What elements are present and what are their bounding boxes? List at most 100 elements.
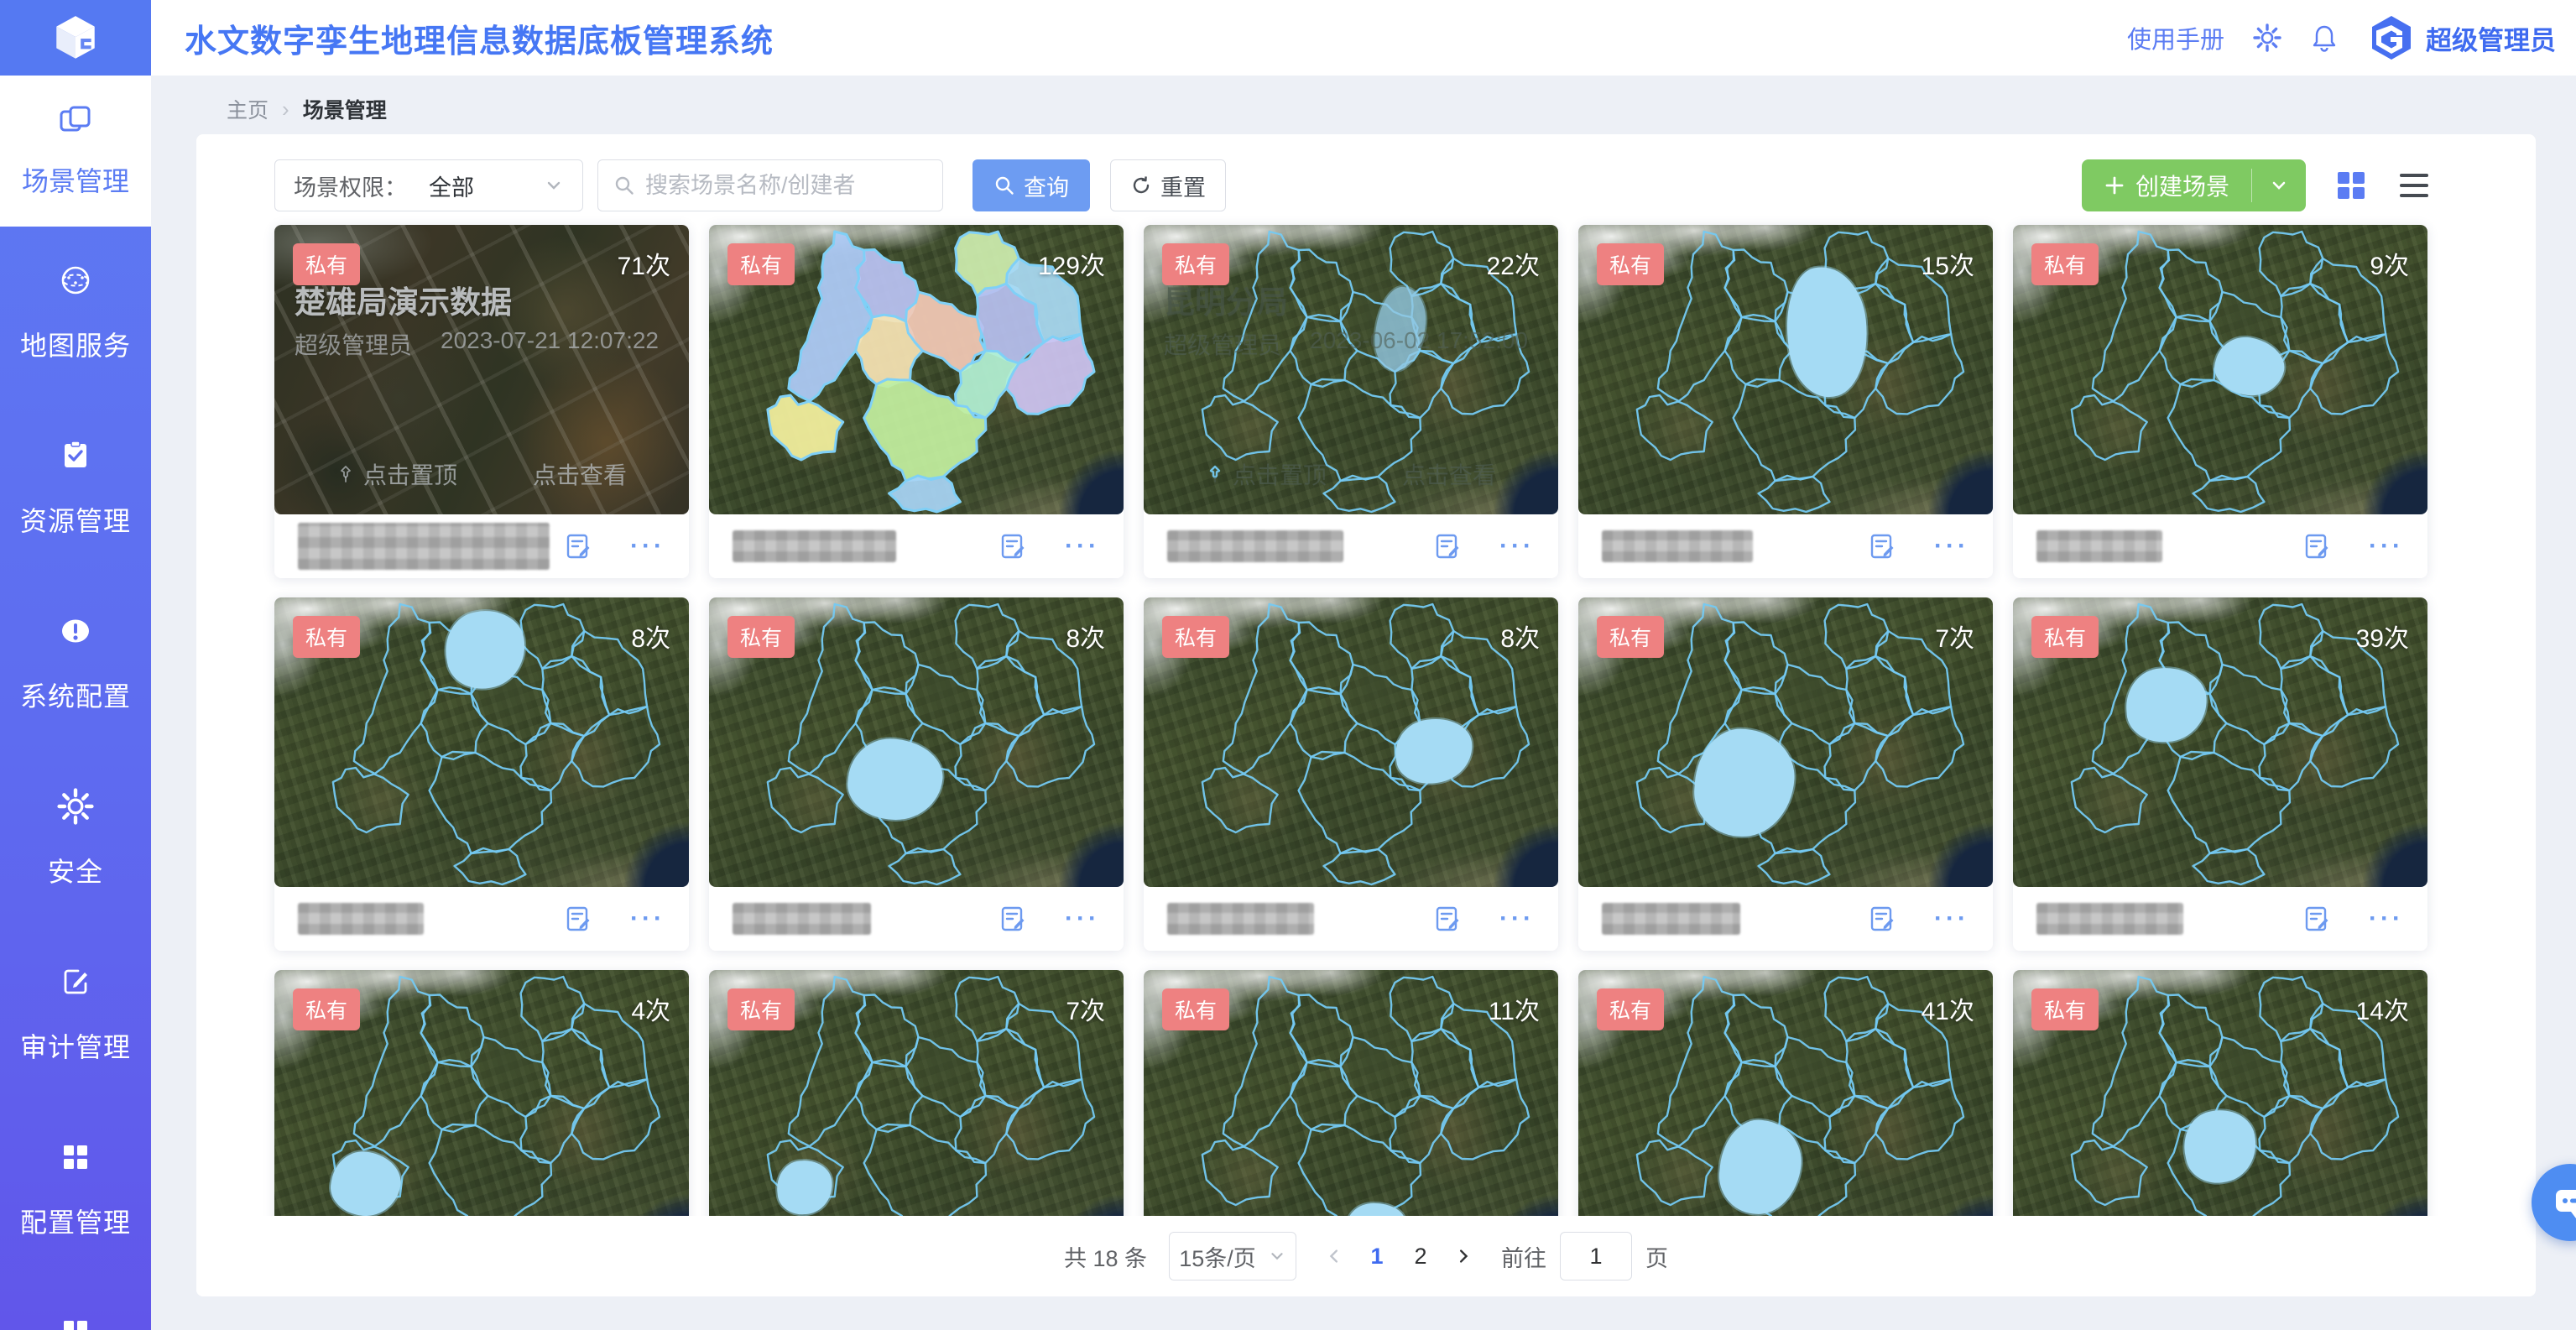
edit-icon[interactable] bbox=[1432, 531, 1463, 561]
gear-icon bbox=[57, 788, 94, 829]
permission-select[interactable]: 场景权限： 全部 bbox=[274, 159, 583, 211]
user-menu[interactable]: 超级管理员 bbox=[2367, 13, 2556, 62]
edit-icon[interactable] bbox=[1867, 531, 1897, 561]
list-view-icon[interactable] bbox=[2400, 174, 2428, 197]
sidebar-item-3[interactable]: 安全 bbox=[48, 788, 103, 889]
app-logo[interactable] bbox=[0, 0, 151, 76]
more-icon[interactable]: ··· bbox=[2369, 905, 2404, 932]
scene-thumbnail[interactable]: 昆明分局 超级管理员 2023-06-02 17:52:00 点击置顶 点击查看 bbox=[1144, 225, 1558, 514]
sidebar-item-2[interactable]: 系统配置 bbox=[20, 613, 131, 714]
create-scene-dropdown[interactable] bbox=[2252, 175, 2306, 196]
scene-card[interactable]: 私有 15次 ··· bbox=[1578, 225, 1993, 578]
username: 超级管理员 bbox=[2426, 25, 2556, 55]
pin-action[interactable]: 点击置顶 bbox=[1206, 457, 1327, 491]
sidebar-item-0[interactable]: 地图服务 bbox=[20, 262, 131, 363]
edit-icon[interactable] bbox=[1867, 904, 1897, 934]
scene-name-censored bbox=[1602, 530, 1753, 562]
goto-label: 前往 bbox=[1501, 1245, 1547, 1271]
scene-thumbnail[interactable]: 私有 129次 bbox=[709, 225, 1124, 514]
clipboard-check-icon bbox=[57, 437, 94, 478]
scene-name-censored bbox=[733, 530, 896, 562]
grid-view-icon[interactable] bbox=[2338, 172, 2365, 199]
scene-card[interactable]: 楚雄局演示数据 超级管理员 2023-07-21 12:07:22 点击置顶 点… bbox=[274, 225, 689, 578]
pin-icon bbox=[341, 466, 351, 482]
page-number-1[interactable]: 1 bbox=[1370, 1243, 1384, 1269]
card-footer: ··· bbox=[1578, 887, 1993, 951]
scene-thumbnail[interactable]: 私有 8次 bbox=[274, 597, 689, 887]
query-button[interactable]: 查询 bbox=[973, 159, 1090, 211]
prev-page-icon[interactable] bbox=[1318, 1247, 1352, 1265]
permission-label: 场景权限： bbox=[294, 175, 407, 201]
scene-card[interactable]: 私有 8次 ··· bbox=[709, 597, 1124, 951]
more-icon[interactable]: ··· bbox=[1499, 532, 1535, 560]
pin-icon bbox=[1209, 465, 1221, 482]
chat-fab-button[interactable] bbox=[2532, 1164, 2576, 1241]
scene-card-grid: 楚雄局演示数据 超级管理员 2023-07-21 12:07:22 点击置顶 点… bbox=[274, 225, 2448, 1296]
breadcrumb-home[interactable]: 主页 bbox=[227, 99, 269, 123]
scene-thumbnail[interactable]: 私有 7次 bbox=[709, 970, 1124, 1260]
scene-timestamp: 2023-07-21 12:07:22 bbox=[441, 327, 659, 353]
scene-thumbnail[interactable]: 私有 7次 bbox=[1578, 597, 1993, 887]
privacy-badge: 私有 bbox=[2031, 616, 2099, 658]
view-count: 8次 bbox=[1066, 625, 1105, 653]
scene-card[interactable]: 私有 7次 ··· bbox=[1578, 597, 1993, 951]
more-icon[interactable]: ··· bbox=[1934, 905, 1969, 932]
breadcrumb: 主页 › 场景管理 bbox=[227, 94, 387, 124]
scene-thumbnail[interactable]: 私有 41次 bbox=[1578, 970, 1993, 1260]
reset-button[interactable]: 重置 bbox=[1110, 159, 1226, 211]
edit-icon[interactable] bbox=[2302, 904, 2332, 934]
more-icon[interactable]: ··· bbox=[1065, 532, 1100, 560]
scene-thumbnail[interactable]: 私有 8次 bbox=[1144, 597, 1558, 887]
edit-icon[interactable] bbox=[998, 904, 1028, 934]
scene-thumbnail[interactable]: 私有 11次 bbox=[1144, 970, 1558, 1260]
goto-page-input[interactable] bbox=[1560, 1232, 1633, 1280]
scene-card[interactable]: 私有 8次 ··· bbox=[1144, 597, 1558, 951]
manual-link[interactable]: 使用手册 bbox=[2126, 27, 2224, 54]
scene-name-censored bbox=[1167, 530, 1343, 562]
edit-square-icon bbox=[57, 963, 94, 1004]
scene-title-overlay: 昆明分局 bbox=[1164, 285, 1288, 320]
card-footer: ··· bbox=[274, 514, 689, 578]
scene-thumbnail[interactable]: 私有 14次 bbox=[2013, 970, 2427, 1260]
edit-icon[interactable] bbox=[2302, 531, 2332, 561]
scene-card[interactable]: 私有 129次 ··· bbox=[709, 225, 1124, 578]
edit-icon[interactable] bbox=[998, 531, 1028, 561]
view-action[interactable]: 点击查看 bbox=[1402, 462, 1497, 488]
more-icon[interactable]: ··· bbox=[630, 532, 665, 560]
scene-thumbnail[interactable]: 私有 8次 bbox=[709, 597, 1124, 887]
scene-thumbnail[interactable]: 楚雄局演示数据 超级管理员 2023-07-21 12:07:22 点击置顶 点… bbox=[274, 225, 689, 514]
scene-card[interactable]: 昆明分局 超级管理员 2023-06-02 17:52:00 点击置顶 点击查看 bbox=[1144, 225, 1558, 578]
next-page-icon[interactable] bbox=[1446, 1247, 1479, 1265]
privacy-badge: 私有 bbox=[727, 988, 795, 1030]
scene-card[interactable]: 私有 39次 ··· bbox=[2013, 597, 2427, 951]
edit-icon[interactable] bbox=[1432, 904, 1463, 934]
scene-thumbnail[interactable]: 私有 15次 bbox=[1578, 225, 1993, 514]
scene-card[interactable]: 私有 8次 ··· bbox=[274, 597, 689, 951]
gear-icon[interactable] bbox=[2253, 23, 2281, 52]
more-icon[interactable]: ··· bbox=[1065, 905, 1100, 932]
edit-icon[interactable] bbox=[563, 531, 593, 561]
search-input[interactable] bbox=[645, 172, 922, 199]
sidebar-item-scene-management[interactable]: 场景管理 bbox=[0, 76, 151, 227]
sidebar-item-1[interactable]: 资源管理 bbox=[20, 437, 131, 539]
scene-thumbnail[interactable]: 私有 4次 bbox=[274, 970, 689, 1260]
bell-icon[interactable] bbox=[2310, 23, 2339, 52]
edit-icon[interactable] bbox=[563, 904, 593, 934]
page-size-select[interactable]: 15条/页 bbox=[1169, 1232, 1297, 1280]
more-icon[interactable]: ··· bbox=[1499, 905, 1535, 932]
more-icon[interactable]: ··· bbox=[630, 905, 665, 932]
page-number-2[interactable]: 2 bbox=[1414, 1243, 1427, 1269]
scene-card[interactable]: 私有 9次 ··· bbox=[2013, 225, 2427, 578]
sidebar-item-4[interactable]: 审计管理 bbox=[20, 963, 131, 1065]
card-footer: ··· bbox=[1144, 887, 1558, 951]
district-map bbox=[1201, 602, 1530, 886]
pin-action[interactable]: 点击置顶 bbox=[336, 457, 457, 491]
scene-thumbnail[interactable]: 私有 9次 bbox=[2013, 225, 2427, 514]
more-icon[interactable]: ··· bbox=[1934, 532, 1969, 560]
view-action[interactable]: 点击查看 bbox=[533, 462, 628, 488]
sidebar-item-6[interactable]: 系统管理 bbox=[20, 1314, 131, 1330]
scene-thumbnail[interactable]: 私有 39次 bbox=[2013, 597, 2427, 887]
sidebar-item-5[interactable]: 配置管理 bbox=[20, 1139, 131, 1240]
more-icon[interactable]: ··· bbox=[2369, 532, 2404, 560]
create-scene-button[interactable]: 创建场景 bbox=[2081, 159, 2306, 211]
